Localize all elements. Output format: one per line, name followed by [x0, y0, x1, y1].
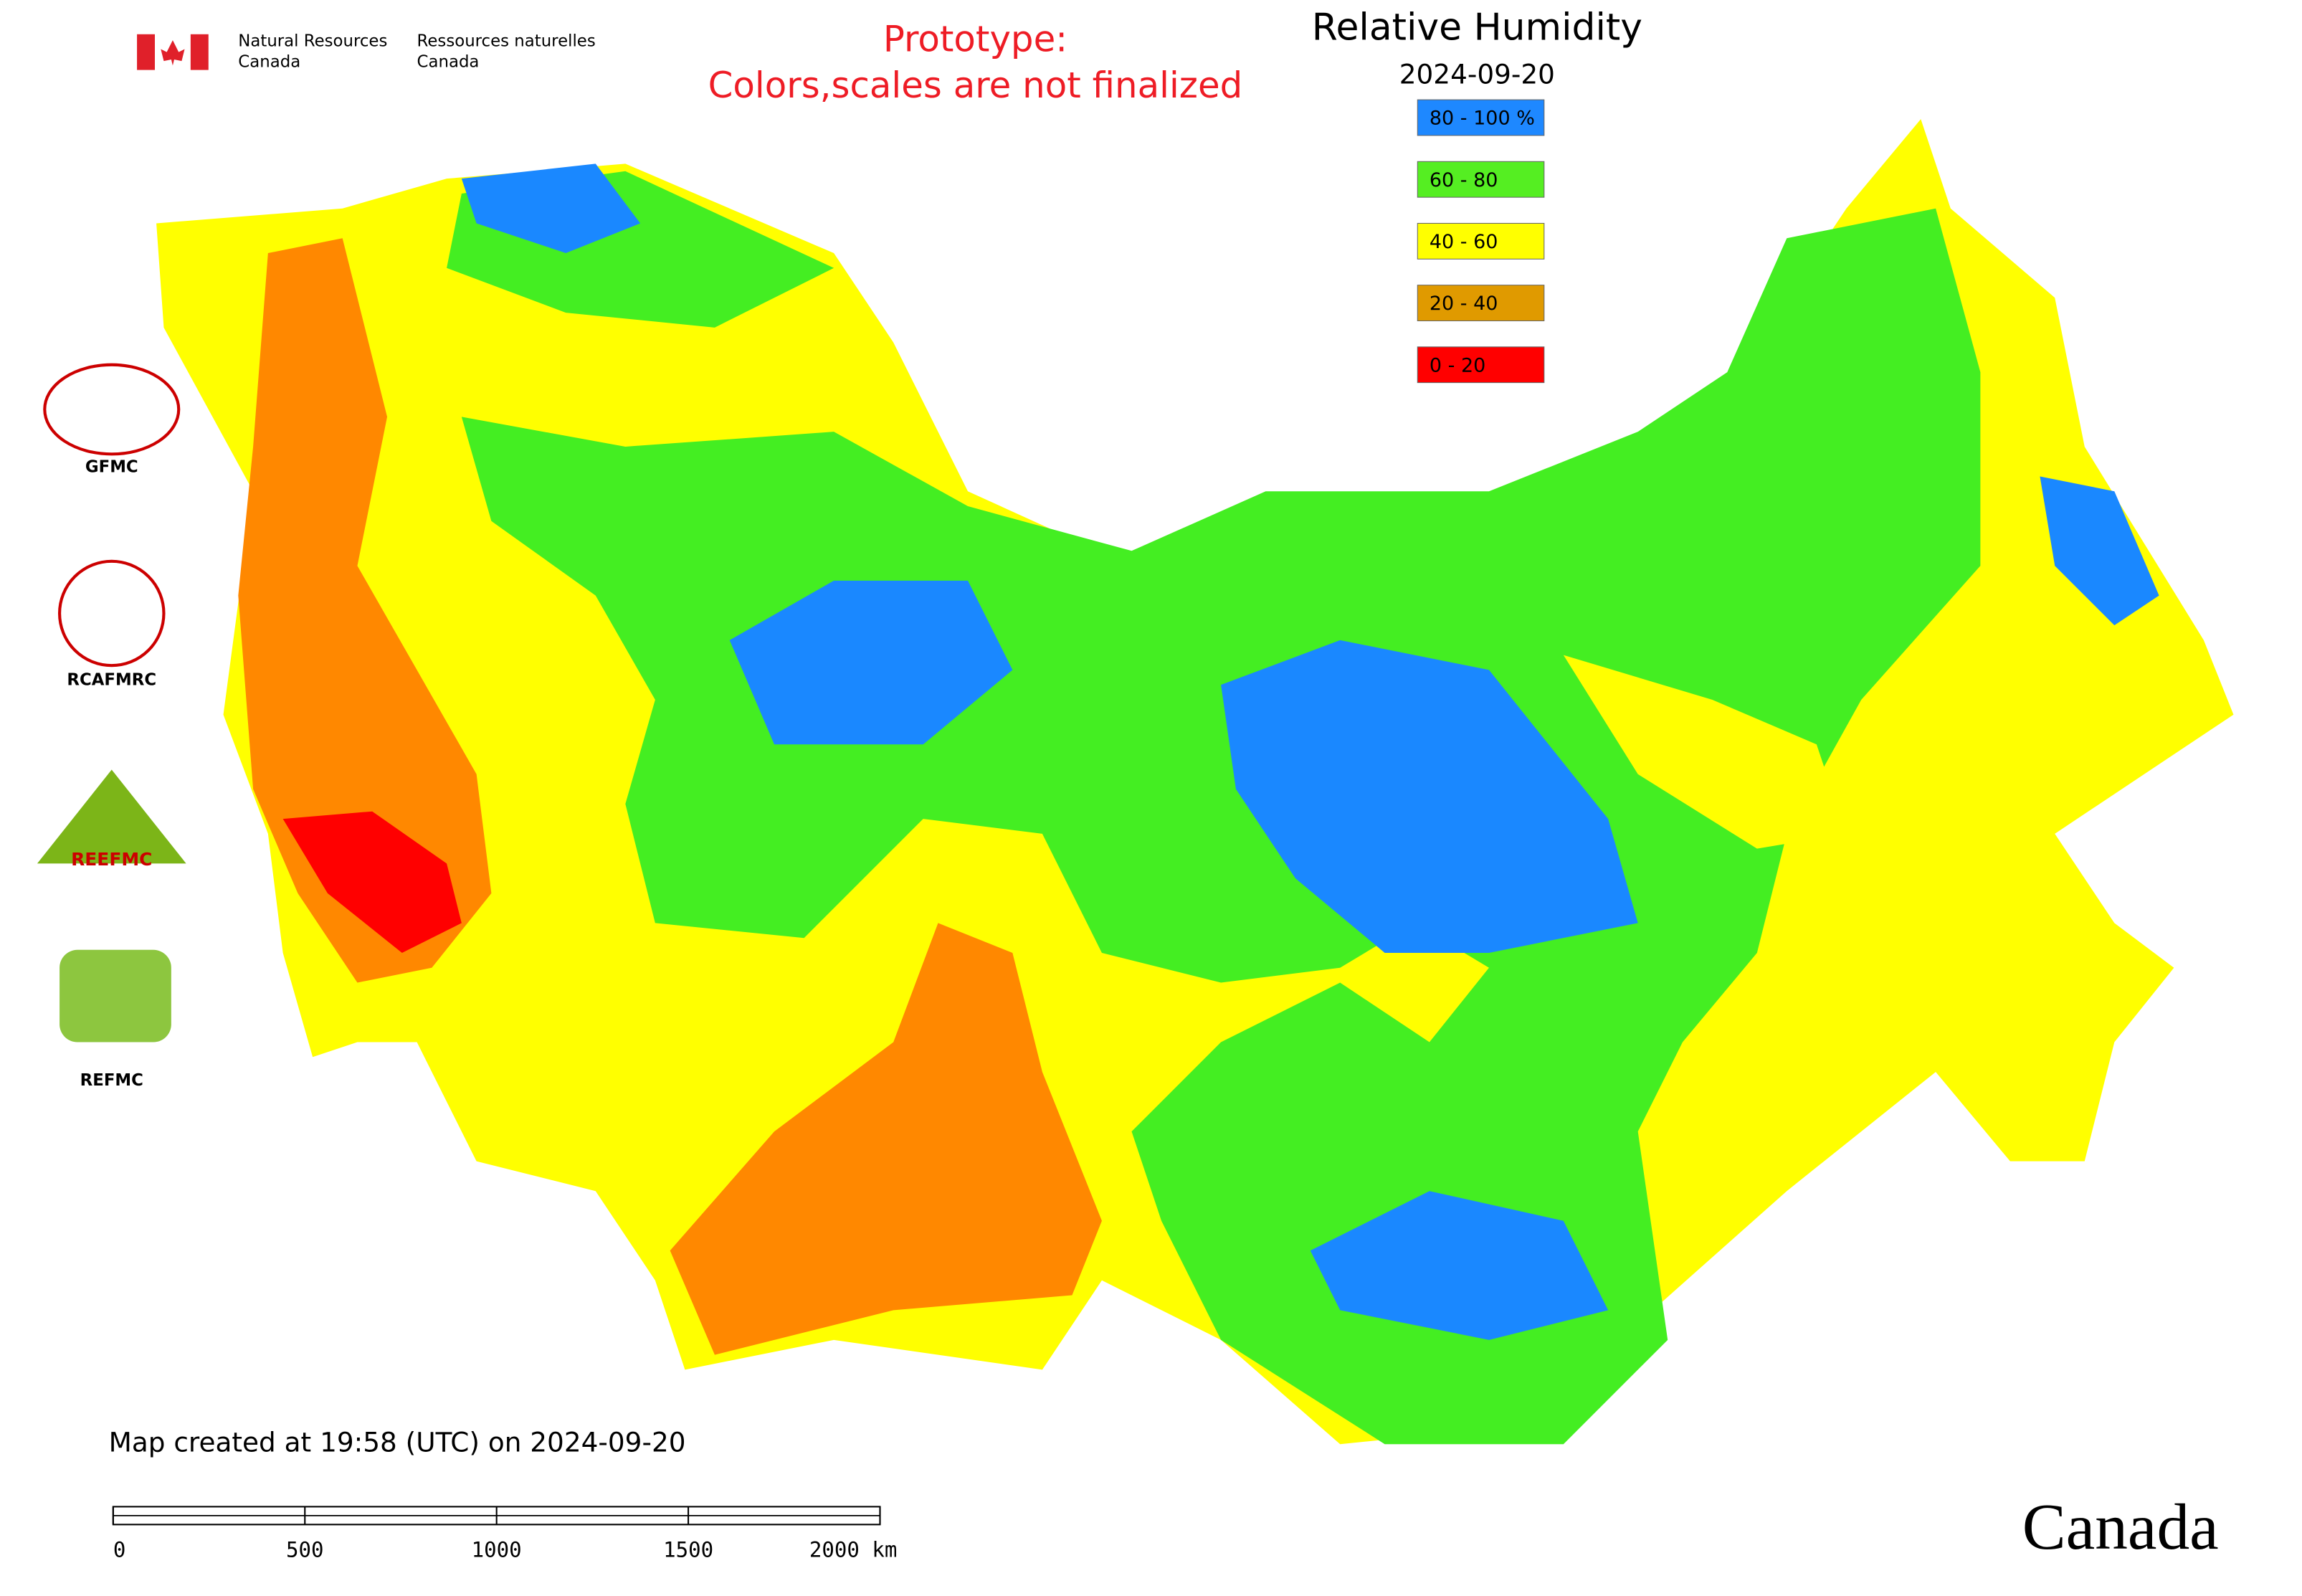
zone	[1563, 655, 1847, 849]
map-regions	[156, 119, 2234, 1445]
legend-swatch	[1417, 99, 1545, 136]
legend-swatch	[1417, 222, 1545, 260]
scale-label: 500	[286, 1538, 324, 1562]
legend-label: 20 - 40	[1430, 293, 1498, 315]
zone	[2040, 476, 2159, 626]
logo-label: GFMC	[85, 458, 138, 477]
flag-bar	[137, 34, 156, 70]
prototype: Colors,scales are not finalized	[708, 65, 1243, 106]
zone	[729, 580, 1013, 745]
legend: 80 - 100 % 60 - 80 40 - 60 20 - 40 0 - 20	[1417, 99, 1545, 384]
dept: Canada	[417, 53, 480, 72]
scale-bar: 0 500 1000 1500 2000 km	[112, 1506, 897, 1562]
legend-swatch	[1417, 285, 1545, 322]
legend-label: 80 - 100 %	[1430, 108, 1535, 130]
zone	[282, 811, 462, 953]
legend-label: 40 - 60	[1430, 231, 1498, 253]
scale-label: 0	[113, 1538, 126, 1562]
legend-swatch	[1417, 161, 1545, 198]
legend-label: 0 - 20	[1430, 354, 1485, 376]
maple-leaf	[161, 40, 185, 66]
date: 2024-09-20	[1399, 58, 1555, 90]
legend-swatch	[1417, 346, 1545, 384]
zone	[461, 163, 641, 254]
zone	[670, 923, 1102, 1355]
prototype: Prototype:	[883, 19, 1067, 60]
logo-label: RCAFMRC	[67, 670, 156, 689]
zone	[1221, 640, 1638, 953]
title: Relative Humidity	[1312, 6, 1642, 49]
scale-label: 1000	[472, 1538, 522, 1562]
zone	[238, 238, 492, 983]
wordmark: Canada	[2022, 1491, 2219, 1563]
zone	[1310, 1191, 1609, 1340]
created: Map created at 19:58 (UTC) on 2024-09-20	[109, 1427, 686, 1458]
legend-label: 60 - 80	[1430, 169, 1498, 191]
scale-label: 2000 km	[809, 1538, 897, 1562]
logos	[37, 363, 186, 1042]
logo-label: REEFMC	[71, 849, 152, 870]
zone	[461, 208, 1981, 1445]
logo-label: REFMC	[80, 1071, 143, 1090]
flag-bar	[190, 34, 209, 70]
dept: Ressources naturelles	[417, 32, 596, 51]
dept: Canada	[238, 53, 300, 72]
dept: Natural Resources	[238, 32, 387, 51]
scale-label: 1500	[663, 1538, 713, 1562]
